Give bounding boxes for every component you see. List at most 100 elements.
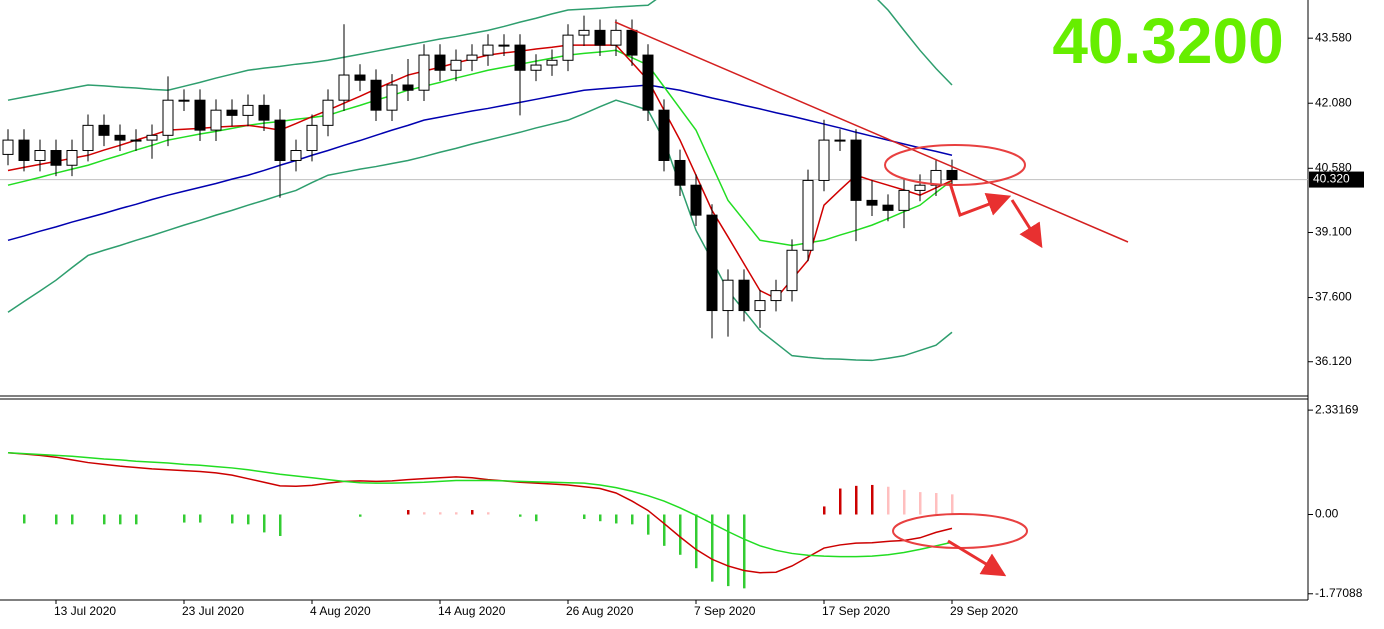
current-price-label: 40.320 xyxy=(1313,172,1350,186)
histogram-bar xyxy=(71,514,74,525)
histogram-bar xyxy=(583,514,586,519)
candle-body xyxy=(434,54,446,71)
overlay-line xyxy=(7,0,953,101)
candle-body xyxy=(450,59,462,71)
candle-body xyxy=(50,150,62,166)
overlay-line xyxy=(7,49,953,247)
candle-body xyxy=(562,34,574,61)
candle-body xyxy=(866,199,878,206)
arrow xyxy=(1010,199,1043,249)
arrow xyxy=(948,182,1012,217)
histogram-bar xyxy=(247,514,250,525)
candle-body xyxy=(418,54,430,91)
histogram-bar xyxy=(279,514,282,536)
histogram-bar xyxy=(679,514,682,555)
price-panel xyxy=(0,0,1308,362)
candle-body xyxy=(690,184,702,216)
histogram-bar xyxy=(887,486,890,515)
histogram-bar xyxy=(439,512,442,515)
candle-body xyxy=(338,74,350,101)
histogram-bar xyxy=(935,493,938,515)
candle-body xyxy=(98,124,110,136)
candle-body xyxy=(882,204,894,211)
candle-body xyxy=(386,84,398,111)
histogram-bar xyxy=(263,514,266,533)
candle-body xyxy=(290,150,302,161)
candle-body xyxy=(306,124,318,152)
candle-body xyxy=(114,134,126,141)
indicator-line xyxy=(7,451,953,558)
histogram-bar xyxy=(615,514,618,524)
candle-body xyxy=(674,159,686,186)
y-tick-label: -1.77088 xyxy=(1315,586,1363,600)
candle-body xyxy=(370,79,382,111)
histogram-bar xyxy=(599,514,602,522)
candle-body xyxy=(210,109,222,131)
candle-body xyxy=(850,139,862,201)
x-tick-label: 14 Aug 2020 xyxy=(438,604,506,618)
candle-body xyxy=(642,54,654,111)
candle-body xyxy=(658,109,670,161)
histogram-bar xyxy=(407,510,410,515)
candle-body xyxy=(802,179,814,251)
price-box xyxy=(1309,171,1364,188)
histogram-bar xyxy=(823,506,826,515)
big-price: 40.3200 xyxy=(1052,5,1283,77)
candle-body xyxy=(514,44,526,71)
y-tick-label: 2.33169 xyxy=(1315,402,1359,416)
candle-body xyxy=(754,300,766,312)
histogram-bar xyxy=(535,514,538,522)
x-tick-label: 4 Aug 2020 xyxy=(310,604,371,618)
candle-body xyxy=(82,124,94,152)
candle-body xyxy=(930,169,942,186)
candle-body xyxy=(546,59,558,66)
candle-body xyxy=(178,99,190,102)
x-tick-label: 23 Jul 2020 xyxy=(182,604,244,618)
candle-body xyxy=(226,109,238,116)
candle-body xyxy=(818,139,830,181)
y-tick-label: 0.00 xyxy=(1315,507,1339,521)
candle-body xyxy=(786,249,798,292)
y-tick-label: 39.100 xyxy=(1315,225,1352,239)
candle-body xyxy=(146,134,158,141)
candle-body xyxy=(770,290,782,302)
histogram-bar xyxy=(871,484,874,515)
candle-body xyxy=(914,184,926,191)
candle-body xyxy=(498,44,510,47)
candle-body xyxy=(834,139,846,142)
histogram-bar xyxy=(23,514,26,524)
histogram-bar xyxy=(135,514,138,525)
candle-body xyxy=(482,44,494,56)
histogram-bar xyxy=(839,488,842,515)
candle-body xyxy=(194,99,206,131)
candle-body xyxy=(162,99,174,136)
candle-body xyxy=(530,64,542,71)
candle-body xyxy=(466,54,478,61)
candle-body xyxy=(18,139,30,161)
histogram-bar xyxy=(103,514,106,525)
histogram-bar xyxy=(631,514,634,525)
histogram-bar xyxy=(487,512,490,515)
candle-body xyxy=(258,104,270,121)
histogram-bar xyxy=(471,510,474,515)
histogram-bar xyxy=(55,514,58,525)
candle-body xyxy=(322,99,334,126)
x-tick-label: 13 Jul 2020 xyxy=(54,604,116,618)
candle-body xyxy=(402,84,414,91)
candle-body xyxy=(946,169,958,181)
histogram-bar xyxy=(519,514,522,517)
candle-body xyxy=(898,189,910,211)
arrow xyxy=(947,539,1007,577)
candle-body xyxy=(130,139,142,142)
candle-body xyxy=(2,139,14,155)
y-tick-label: 43.580 xyxy=(1315,30,1352,44)
overlay-line xyxy=(7,99,953,362)
candle-body xyxy=(578,29,590,36)
candle-body xyxy=(610,29,622,46)
x-tick-label: 7 Sep 2020 xyxy=(694,604,756,618)
candle-body xyxy=(594,29,606,46)
indicator-panel xyxy=(7,451,954,589)
histogram-bar xyxy=(647,514,650,535)
